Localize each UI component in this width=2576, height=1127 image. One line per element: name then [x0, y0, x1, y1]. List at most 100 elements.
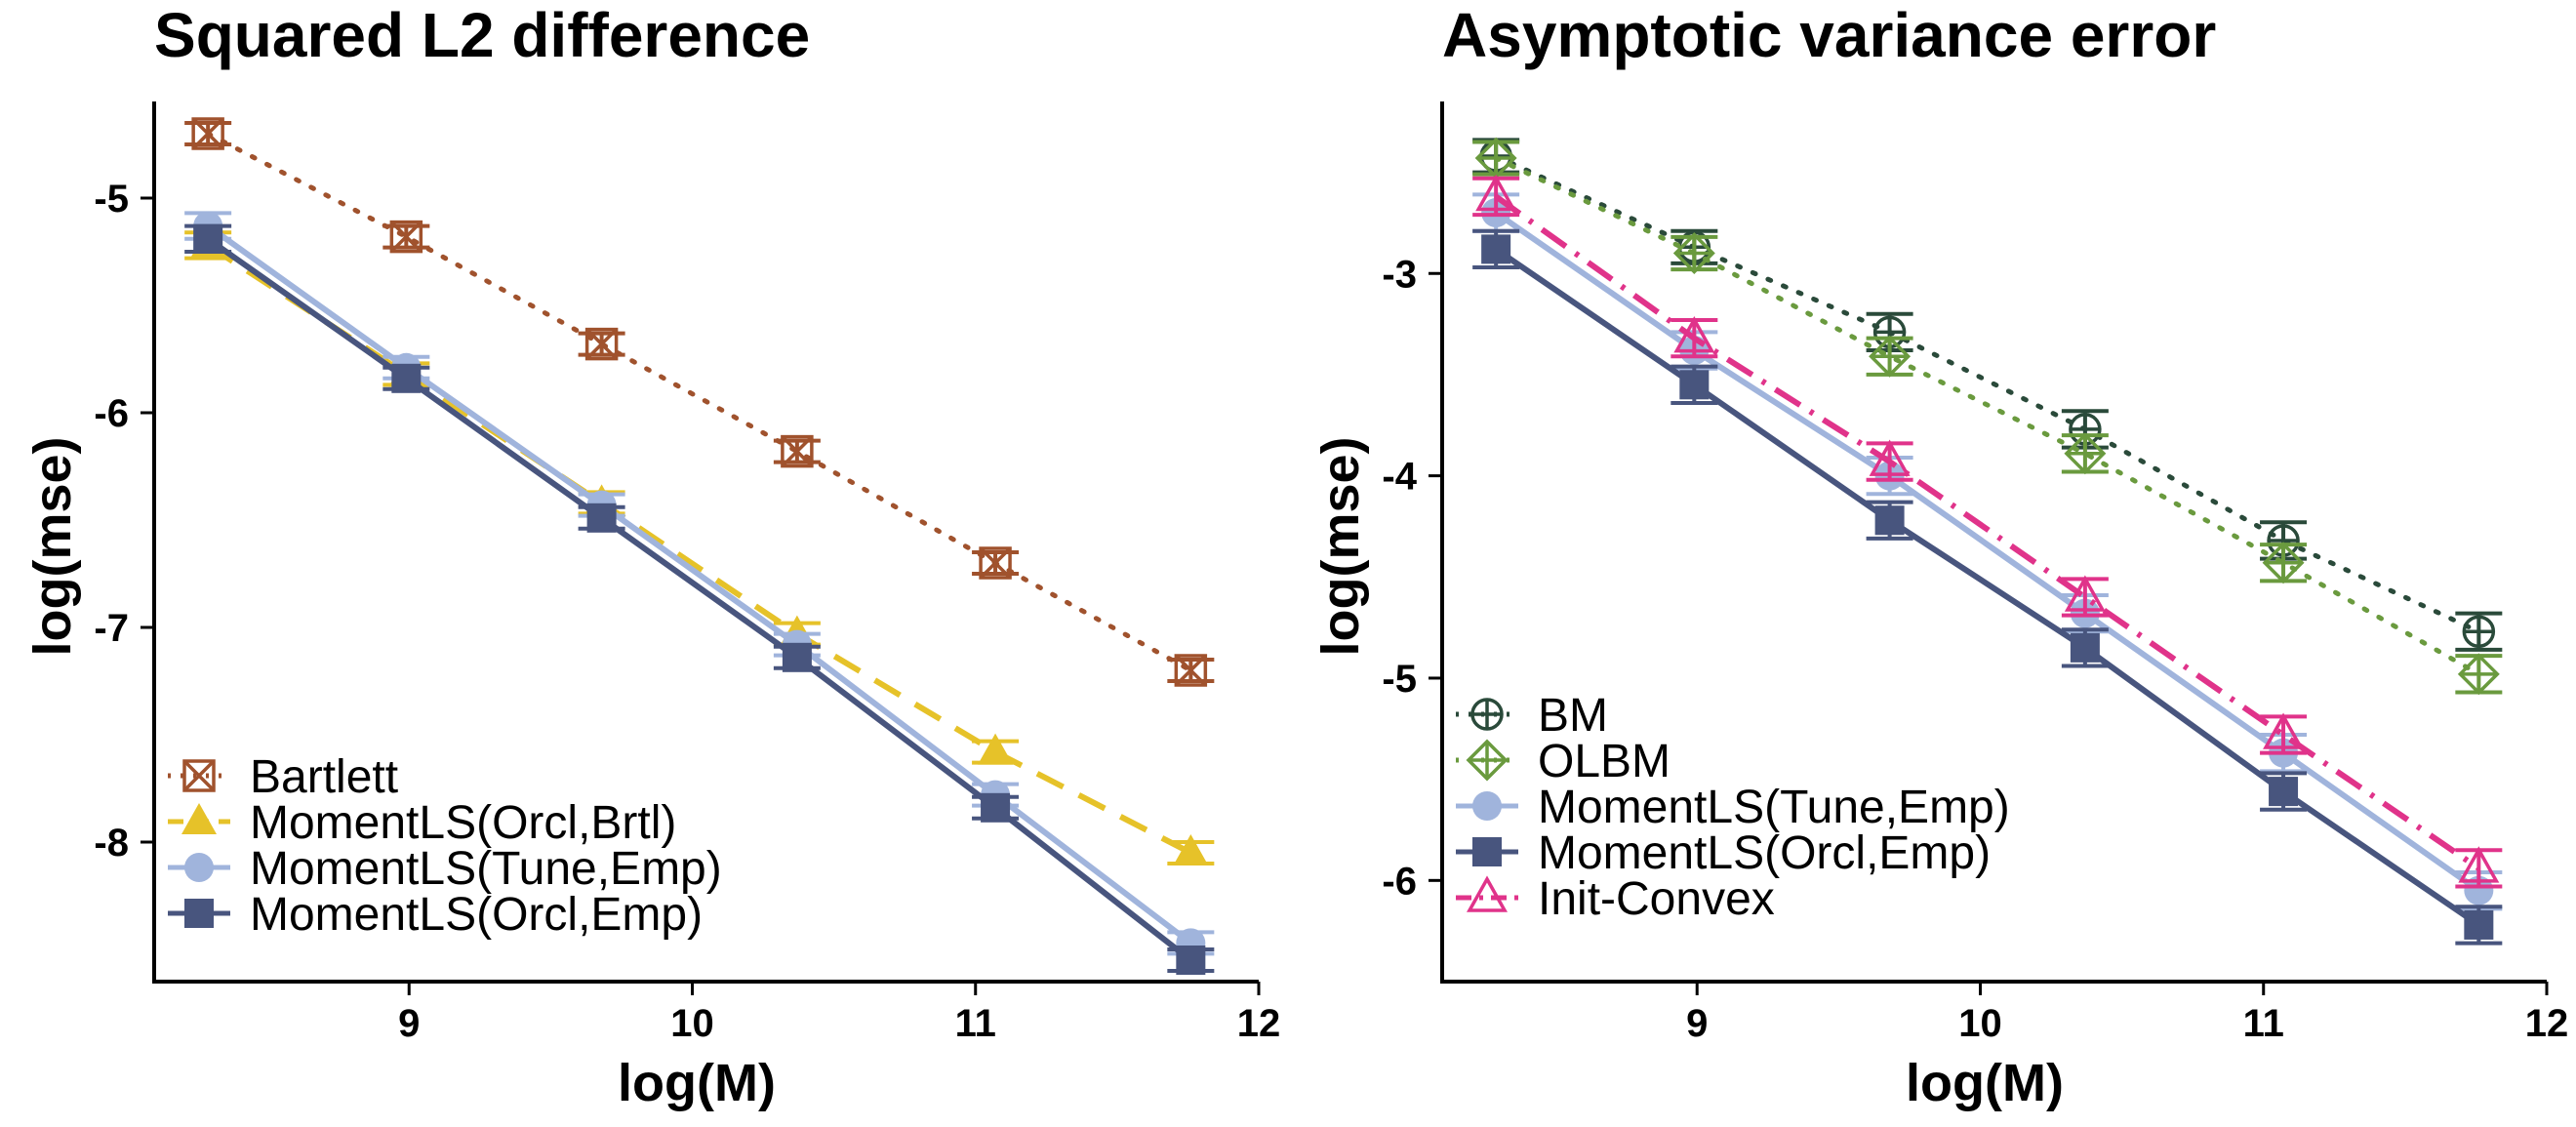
y-tick-label: -5	[94, 178, 129, 221]
legend-label: OLBM	[1538, 736, 1670, 787]
legend-label: Init-Convex	[1538, 873, 1775, 925]
data-point	[584, 327, 619, 361]
data-point	[1173, 834, 1209, 865]
legend-item: Bartlett	[168, 751, 398, 803]
data-point	[2064, 575, 2106, 612]
data-point	[1481, 234, 1511, 264]
legend-item: MomentLS(Orcl,Emp)	[168, 889, 703, 941]
series-line	[205, 131, 1193, 673]
legend-item: MomentLS(Tune,Emp)	[1456, 782, 2010, 833]
series-line	[1493, 153, 2481, 634]
x-tick-label: 11	[2243, 1002, 2284, 1045]
legend-swatch-marker	[1470, 698, 1504, 731]
x-tick-label: 12	[1237, 1002, 1281, 1045]
legend-item: MomentLS(Orcl,Brtl)	[168, 797, 676, 849]
legend-item: Init-Convex	[1456, 873, 1775, 925]
data-point	[1672, 232, 1715, 274]
data-point	[2458, 846, 2500, 883]
panel-squared-l2: Squared L2 difference log(M) log(mse) 9 1…	[23, 0, 1280, 1112]
legend-swatch-marker	[1472, 791, 1502, 821]
legend-swatch-marker	[1466, 739, 1509, 782]
data-point	[979, 546, 1012, 580]
data-point	[1679, 370, 1710, 400]
legend-label: Bartlett	[250, 751, 398, 803]
data-point	[2070, 632, 2100, 663]
data-point	[2269, 777, 2299, 807]
series-MomentLS(Orcl,Emp)	[184, 223, 1215, 975]
data-point	[2263, 712, 2305, 749]
data-point	[2262, 542, 2305, 584]
x-tick-label: 11	[955, 1002, 996, 1045]
series-line	[1493, 155, 2481, 677]
x-tick-label: 12	[2525, 1002, 2569, 1045]
data-point	[1673, 316, 1715, 353]
data-point	[1475, 174, 1517, 212]
x-tick-label: 10	[670, 1002, 714, 1045]
y-tick-label: -5	[1382, 658, 1417, 701]
data-point	[1174, 654, 1208, 687]
legend-swatch-marker	[181, 803, 217, 834]
data-point	[2464, 909, 2494, 940]
legend-item: OLBM	[1456, 736, 1670, 787]
series-layer	[184, 117, 1215, 975]
data-point	[391, 363, 422, 393]
data-point	[981, 792, 1011, 823]
series-line	[206, 223, 1193, 946]
series-line	[1494, 246, 2481, 928]
legend: BMOLBMMomentLS(Tune,Emp)MomentLS(Orcl,Em…	[1456, 690, 2010, 925]
legend-label: MomentLS(Orcl,Emp)	[1538, 827, 1991, 879]
legend-label: MomentLS(Tune,Emp)	[1538, 782, 2010, 833]
data-point	[1869, 439, 1911, 476]
y-ticks: -3 -4 -5 -6	[1382, 253, 1442, 903]
data-point	[978, 733, 1014, 765]
series-MomentLS(Orcl,Emp)	[1472, 228, 2503, 946]
y-tick-label: -6	[1382, 860, 1417, 903]
legend-item: BM	[1456, 690, 1608, 742]
chart-title: Asymptotic variance error	[1442, 0, 2216, 70]
data-point	[1869, 335, 1912, 378]
data-point	[2464, 875, 2494, 906]
data-point	[2462, 615, 2496, 649]
data-point	[2457, 653, 2500, 696]
legend-item: MomentLS(Tune,Emp)	[168, 843, 722, 895]
x-ticks: 9 10 11 12	[398, 982, 1280, 1045]
legend-label: MomentLS(Tune,Emp)	[250, 843, 722, 895]
legend-item: MomentLS(Orcl,Emp)	[1456, 827, 1991, 879]
series-OLBM	[1472, 137, 2503, 696]
series-line	[1494, 194, 2481, 871]
legend-swatch-marker	[184, 853, 214, 882]
y-tick-label: -3	[1382, 253, 1417, 296]
x-tick-label: 9	[1686, 1002, 1708, 1045]
y-tick-label: -6	[94, 392, 129, 435]
x-ticks: 9 10 11 12	[1686, 982, 2568, 1045]
series-BM	[1472, 138, 2503, 652]
y-axis-label: log(mse)	[1311, 436, 1370, 656]
series-layer	[1472, 137, 2503, 946]
data-point	[2064, 432, 2107, 475]
legend-swatch-marker	[1467, 875, 1508, 912]
legend-swatch-marker	[182, 759, 216, 792]
x-tick-label: 10	[1958, 1002, 2002, 1045]
data-point	[191, 117, 224, 150]
legend-label: BM	[1538, 690, 1608, 742]
data-point	[781, 434, 814, 468]
series-line	[1494, 210, 2481, 894]
data-point	[193, 223, 223, 254]
y-tick-label: -7	[94, 607, 129, 650]
legend-label: MomentLS(Orcl,Brtl)	[250, 797, 676, 849]
y-tick-label: -8	[94, 822, 129, 865]
legend: BartlettMomentLS(Orcl,Brtl)MomentLS(Tune…	[168, 751, 722, 941]
y-ticks: -5 -6 -7 -8	[94, 178, 154, 865]
panel-asymptotic-variance: Asymptotic variance error log(M) log(mse…	[1311, 0, 2568, 1112]
data-point	[1176, 946, 1206, 975]
x-tick-label: 9	[398, 1002, 420, 1045]
legend-label: MomentLS(Orcl,Emp)	[250, 889, 703, 941]
series-line	[206, 236, 1193, 963]
series-Init-Convex	[1472, 174, 2503, 889]
chart-title: Squared L2 difference	[154, 0, 810, 70]
legend-swatch-marker	[1472, 837, 1502, 866]
data-point	[782, 642, 812, 672]
x-axis-label: log(M)	[618, 1054, 776, 1112]
data-point	[389, 220, 423, 254]
